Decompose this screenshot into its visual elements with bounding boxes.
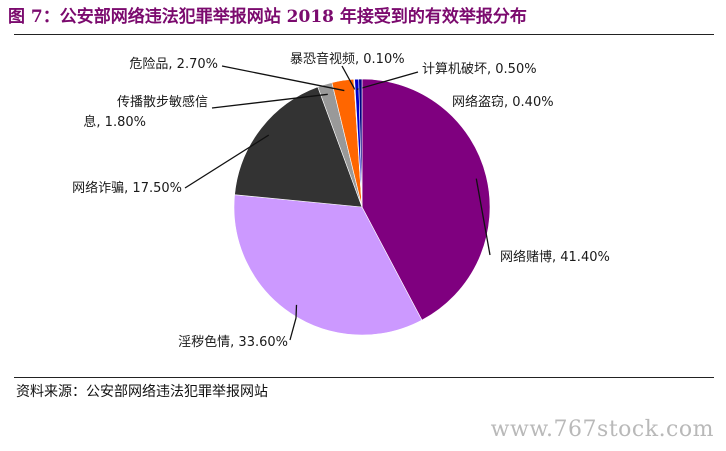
leader-line [221, 65, 345, 92]
source-rule [14, 377, 714, 378]
watermark: www.767stock.com [490, 417, 714, 442]
title-rule [14, 34, 714, 35]
slice-label: 网络赌博, 41.40% [500, 249, 610, 265]
pie-slice [358, 78, 363, 208]
leader-line [184, 134, 270, 189]
leader-line [211, 93, 328, 109]
slice-label: 网络盗窃, 0.40% [452, 94, 554, 110]
slice-label: 网络诈骗, 17.50% [72, 180, 182, 196]
slice-label: 计算机破坏, 0.50% [422, 62, 537, 77]
slice-label: 传播散步敏感信息, 1.80% [83, 94, 208, 130]
source-note: 资料来源：公安部网络违法犯罪举报网站 [16, 384, 268, 400]
leader-line [356, 71, 419, 90]
pie-slice [234, 86, 363, 208]
slice-label: 淫秽色情, 33.60% [178, 334, 288, 350]
figure-title: 图 7：公安部网络违法犯罪举报网站 2018 年接受到的有效举报分布 [8, 7, 527, 27]
slice-label: 暴恐音视频, 0.10% [290, 51, 405, 67]
leader-line [289, 304, 298, 341]
leader-line [475, 178, 491, 256]
pie-slice [361, 78, 491, 321]
leader-line [341, 65, 356, 90]
slice-label: 危险品, 2.70% [129, 57, 218, 72]
pie-slice [233, 194, 423, 336]
